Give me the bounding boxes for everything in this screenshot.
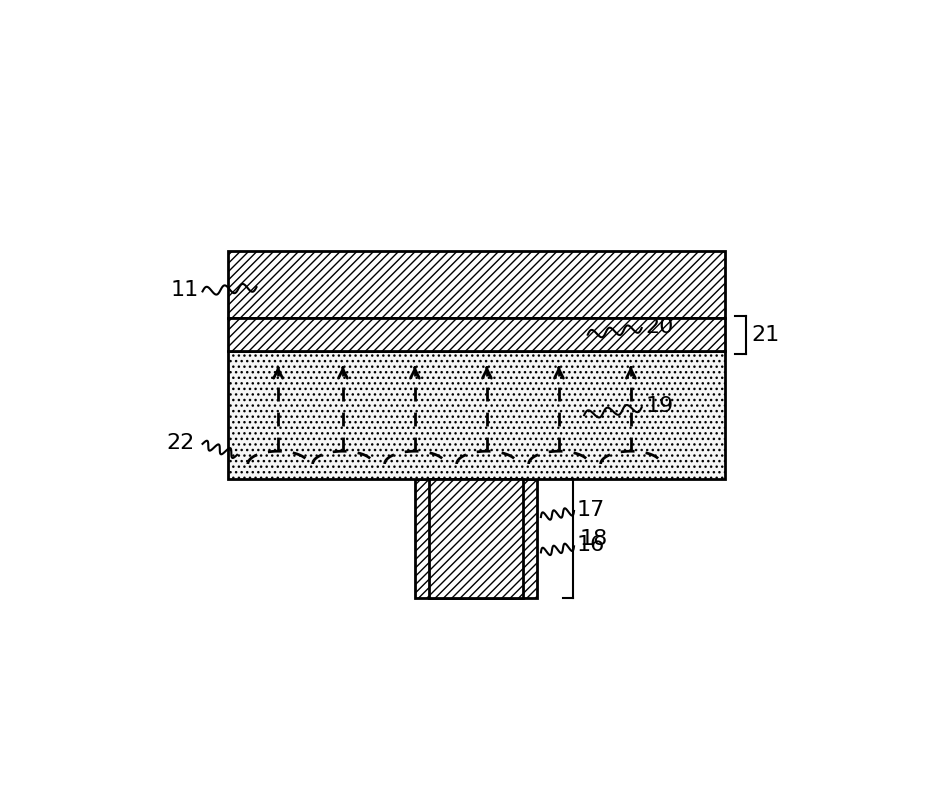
Text: 20: 20 — [645, 317, 673, 337]
Bar — [227, 250, 724, 318]
Text: 18: 18 — [578, 529, 607, 549]
Bar — [227, 318, 724, 351]
Text: 16: 16 — [576, 535, 604, 555]
Text: 11: 11 — [170, 280, 199, 300]
Text: 19: 19 — [645, 396, 673, 416]
Bar — [429, 479, 522, 598]
Text: 17: 17 — [576, 500, 604, 520]
Bar — [415, 479, 536, 598]
Text: 22: 22 — [166, 432, 195, 453]
Bar — [227, 351, 724, 479]
Text: 21: 21 — [751, 325, 779, 345]
